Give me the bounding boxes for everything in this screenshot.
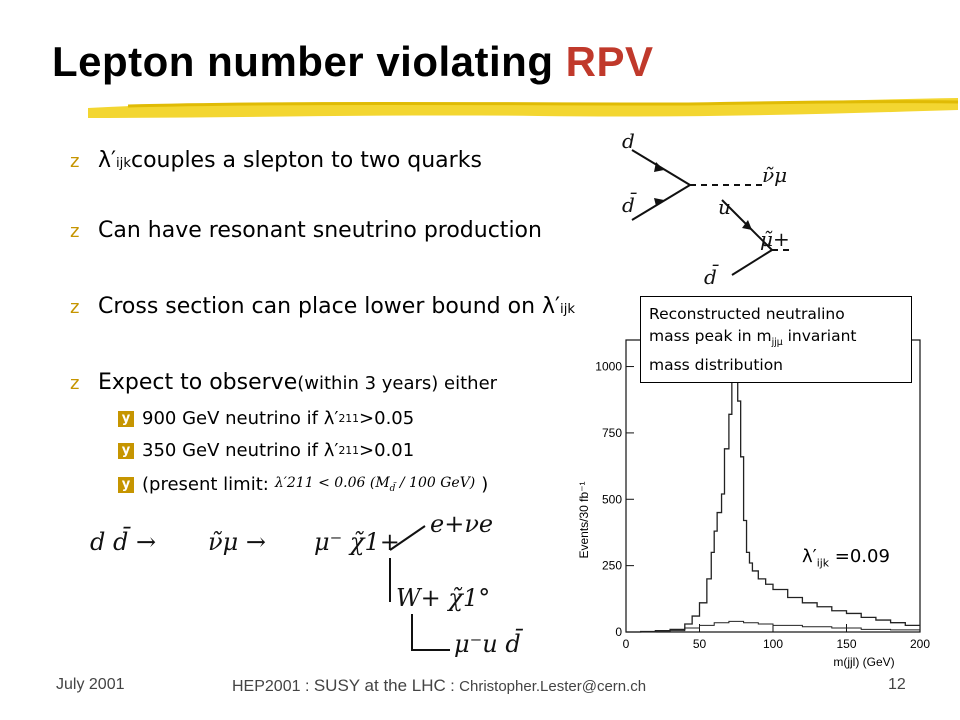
decay-step1: d d̄ →	[90, 527, 156, 556]
title-underline-brush	[88, 98, 958, 118]
bullet-text: Expect to observe	[98, 370, 298, 395]
decay-step4: e+νe	[430, 510, 493, 538]
x-tick-label: 200	[910, 637, 930, 651]
plot-infobox: Reconstructed neutralino mass peak in mj…	[640, 296, 912, 384]
y-tick-label: 0	[615, 625, 622, 639]
decay-step5: W+ χ̃1°	[396, 584, 490, 612]
feyn-dbar2: d̄	[704, 264, 719, 289]
bullet-mark: z	[70, 373, 80, 394]
mass-distribution-plot: 0 50 100 150 200 0 250 500 750 1000 m(jjl) (GeV) Ev…	[577, 339, 930, 669]
title-accent: RPV	[565, 38, 654, 85]
limit-formula: λ′211 < 0.06 (Md̃ / 100 GeV)	[274, 475, 476, 494]
bullet-sub: ijk	[116, 156, 131, 171]
title-main: Lepton number violating	[52, 38, 566, 85]
sub-bullet-mark: y	[118, 410, 134, 427]
sub-pre: (present limit:	[142, 474, 269, 495]
footer-sep1: :	[300, 678, 314, 695]
bullet-text: Can have resonant sneutrino production	[98, 218, 542, 243]
bullet-pre: λ′	[98, 148, 117, 173]
decay-step3: μ⁻ χ̃1+	[314, 528, 400, 556]
lambda-sub: ijk	[816, 556, 830, 570]
x-axis-label: m(jjl) (GeV)	[833, 655, 894, 669]
sub-post: >0.01	[359, 440, 415, 461]
bullet-expect: z Expect to observe (within 3 years) eit…	[70, 370, 497, 395]
y-tick-label: 500	[602, 492, 622, 506]
bullet-mark: z	[70, 221, 80, 242]
y-axis-label: Events/30 fb⁻¹	[577, 481, 591, 558]
footer-conf: HEP2001	[232, 678, 301, 695]
x-tick-label: 150	[836, 637, 856, 651]
bullet-couples: z λ′ ijk couples a slepton to two quarks	[70, 148, 482, 173]
sub-sub: 211	[338, 412, 360, 425]
feyn-dbar: d̄	[622, 192, 637, 217]
sub-post: )	[481, 474, 489, 495]
decay-chain-sketch: d d̄ → ν̃μ → μ⁻ χ̃1+ e+νe W+ χ̃1° μ⁻u d̄	[90, 510, 524, 658]
x-tick-label: 0	[623, 637, 630, 651]
footer-date: July 2001	[56, 676, 125, 693]
footer-page: 12	[888, 676, 906, 693]
bullet-text: couples a slepton to two quarks	[130, 148, 482, 173]
lambda-post: =0.09	[829, 546, 890, 567]
footer-center: HEP2001 : SUSY at the LHC : Christopher.…	[232, 676, 646, 696]
sub-bullet-limit: y (present limit: λ′211 < 0.06 (Md̃ / 10…	[118, 474, 488, 495]
bullet-sub: ijk	[560, 302, 576, 317]
bullet-resonant: z Can have resonant sneutrino production	[70, 218, 542, 243]
bullet-text: Cross section can place lower bound on λ…	[98, 294, 561, 319]
decay-step2: ν̃μ →	[208, 528, 266, 556]
sub-bullet-mark: y	[118, 476, 134, 493]
sub-bullet-900: y 900 GeV neutrino if λ′ 211 >0.05	[118, 408, 414, 429]
sub-pre: 900 GeV neutrino if λ′	[142, 408, 339, 429]
footer-talk: SUSY at the LHC	[313, 676, 446, 695]
sub-pre: 350 GeV neutrino if λ′	[142, 440, 339, 461]
infobox-line3: mass distribution	[649, 356, 784, 375]
feynman-diagram: d d̄ ν̃μ u d̄ μ̃+	[622, 129, 790, 289]
y-tick-label: 1000	[595, 360, 622, 374]
lambda-label: λ′ijk =0.09	[800, 546, 892, 570]
infobox-line2-sub: jjμ	[771, 337, 783, 349]
bullet-mark: z	[70, 297, 80, 318]
sub-post: >0.05	[359, 408, 415, 429]
infobox-line2-post: invariant	[782, 327, 857, 345]
feyn-snu: ν̃μ	[762, 163, 787, 187]
infobox-line1: Reconstructed neutralino	[649, 305, 845, 323]
decay-step6: μ⁻u d̄	[454, 629, 524, 658]
feyn-u: u	[718, 195, 731, 219]
series-line-0	[626, 371, 920, 633]
formula-b: < 0.06 (M	[318, 475, 390, 492]
footer-email: Christopher.Lester@cern.ch	[459, 678, 647, 695]
feyn-smu: μ̃+	[760, 227, 790, 251]
bullet-mark: z	[70, 151, 80, 172]
y-tick-label: 750	[602, 426, 622, 440]
feyn-d: d	[622, 129, 635, 153]
infobox-line2-pre: mass peak in m	[649, 327, 772, 345]
sub-bullet-mark: y	[118, 442, 134, 459]
formula-a: λ′211	[274, 475, 314, 492]
footer-sep2: :	[445, 678, 460, 695]
x-tick-label: 50	[693, 637, 707, 651]
bullet-small: (within 3 years) either	[297, 373, 498, 394]
x-tick-label: 100	[763, 637, 783, 651]
lambda-pre: λ′	[802, 546, 817, 567]
series-line-1	[626, 620, 920, 633]
infobox-line2: mass peak in mjjμ invariant	[649, 325, 903, 354]
sub-bullet-350: y 350 GeV neutrino if λ′ 211 >0.01	[118, 440, 414, 461]
bullet-cross-section: z Cross section can place lower bound on…	[70, 294, 575, 319]
slide-title: Lepton number violating RPV	[52, 38, 654, 86]
y-tick-label: 250	[602, 559, 622, 573]
formula-c: / 100 GeV)	[399, 475, 476, 492]
sub-sub: 211	[338, 444, 360, 457]
